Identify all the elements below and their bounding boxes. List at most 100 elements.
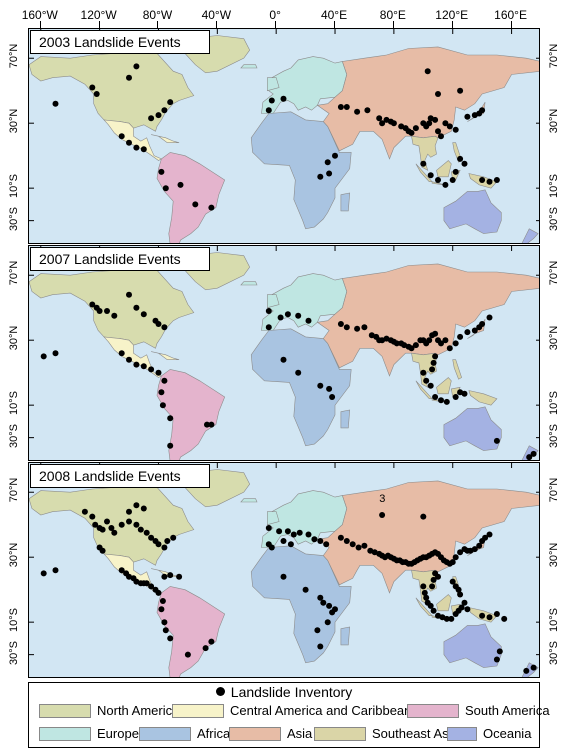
landslide-event-dot: [208, 421, 215, 428]
latitude-label-left: 70°N: [8, 260, 20, 286]
landslide-event-dot: [126, 291, 132, 298]
landslide-event-dot: [442, 181, 449, 188]
map-panel-2008: 3 2008 Landslide Events: [28, 462, 540, 678]
legend: Landslide Inventory North America Centra…: [28, 682, 550, 748]
landslide-event-dot: [284, 311, 291, 318]
landslide-event-dot: [430, 359, 437, 366]
region-southeast-asia: [436, 377, 452, 395]
longitude-label: 0°: [269, 8, 281, 22]
landslide-event-dot: [432, 394, 439, 400]
landslide-event-dot: [161, 324, 168, 331]
landslide-event-dot: [104, 518, 110, 525]
region-southeast-asia: [411, 135, 439, 171]
landslide-event-dot: [523, 667, 530, 674]
region-southeast-asia: [415, 163, 433, 182]
landslide-event-dot: [429, 583, 436, 590]
landslide-event-dot: [108, 525, 115, 531]
latitude-label-right: 30°S: [548, 423, 560, 448]
landslide-event-dot: [302, 586, 309, 593]
longitude-tick: [157, 21, 159, 28]
landslide-event-dot: [376, 115, 383, 122]
world-map: 3: [29, 463, 539, 677]
landslide-event-dot: [280, 538, 287, 544]
landslide-event-dot: [332, 606, 338, 613]
landslide-event-dot: [501, 615, 508, 622]
landslide-event-dot: [52, 350, 59, 357]
landslide-event-dot: [457, 333, 464, 340]
latitude-label-right: 30°S: [548, 206, 560, 231]
longitude-tick: [98, 21, 100, 28]
region-south-america: [156, 369, 226, 460]
landslide-event-dot: [92, 521, 99, 528]
region-north-america: [29, 482, 195, 566]
longitude-tick: [451, 21, 453, 28]
landslide-event-dot: [159, 598, 166, 604]
landslide-event-dot: [96, 308, 103, 314]
latitude-label-right: 10°S: [548, 391, 560, 416]
region-southeast-asia: [436, 594, 452, 612]
landslide-event-dot: [432, 353, 439, 360]
region-europe: [240, 64, 258, 69]
landslide-event-dot: [412, 125, 419, 132]
landslide-event-dot: [420, 160, 427, 167]
latitude-label-right: 10°S: [548, 174, 560, 199]
legend-item-oceania: Oceania: [447, 725, 531, 743]
landslide-event-dot: [295, 312, 302, 319]
landslide-event-dot: [443, 615, 450, 622]
landslide-event-dot: [457, 591, 464, 598]
landslide-event-dot: [326, 602, 333, 609]
landslide-event-dot: [126, 573, 132, 580]
landslide-event-dot: [427, 172, 434, 179]
landslide-event-dot: [280, 573, 287, 580]
region-southeast-asia: [415, 597, 433, 616]
region-europe: [267, 77, 280, 92]
landslide-event-dot: [143, 580, 150, 587]
legend-item-south-america: South America: [407, 702, 550, 720]
latitude-label-right: 30°N: [548, 542, 560, 568]
longitude-label: 40°W: [201, 8, 232, 22]
longitude-tick: [39, 21, 41, 28]
region-southeast-asia: [415, 380, 433, 399]
landslide-event-dot: [354, 325, 361, 332]
landslide-event-dot: [371, 549, 378, 556]
landslide-event-dot: [118, 567, 125, 574]
landslide-event-dot: [408, 345, 415, 352]
landslide-event-dot: [448, 615, 455, 622]
landslide-event-dot: [133, 144, 140, 151]
legend-item-africa: Africa: [139, 725, 230, 743]
landslide-event-dot: [435, 91, 441, 97]
landslide-event-dot: [167, 442, 174, 449]
landslide-event-dot: [354, 108, 361, 115]
landslide-event-dot: [280, 356, 287, 363]
legend-item-label: North America: [97, 703, 180, 718]
landslide-event-dot: [167, 99, 174, 106]
landslide-event-dot: [161, 544, 168, 551]
longitude-label: 120°W: [80, 8, 117, 22]
landslide-event-dot: [457, 155, 464, 162]
landslide-event-dot: [361, 542, 368, 549]
legend-title-text: Landslide Inventory: [230, 684, 353, 700]
region-north-america: [29, 48, 195, 132]
landslide-event-dot: [89, 301, 96, 308]
landslide-event-dot: [461, 160, 468, 167]
landslide-event-dot: [148, 583, 155, 590]
landslide-event-dot: [379, 120, 386, 127]
region-southeast-asia: [436, 160, 452, 178]
landslide-event-dot: [420, 369, 427, 376]
landslide-event-dot: [143, 529, 150, 536]
landslide-event-dot: [140, 146, 147, 153]
landslide-event-dot: [148, 115, 155, 122]
landslide-event-dot: [324, 159, 331, 166]
region-europe: [267, 294, 280, 309]
landslide-event-dot: [167, 415, 174, 422]
landslide-event-dot: [343, 324, 350, 331]
landslide-event-dot: [118, 521, 125, 528]
landslide-event-dot: [461, 599, 468, 606]
landslide-event-dot: [305, 317, 312, 324]
latitude-label-left: 30°S: [8, 206, 20, 231]
legend-item-asia: Asia: [229, 725, 312, 743]
landslide-event-dot: [493, 656, 500, 663]
cluster-count-label: 3: [379, 493, 385, 505]
landslide-event-dot: [337, 534, 344, 541]
landslide-event-dot: [530, 450, 537, 457]
